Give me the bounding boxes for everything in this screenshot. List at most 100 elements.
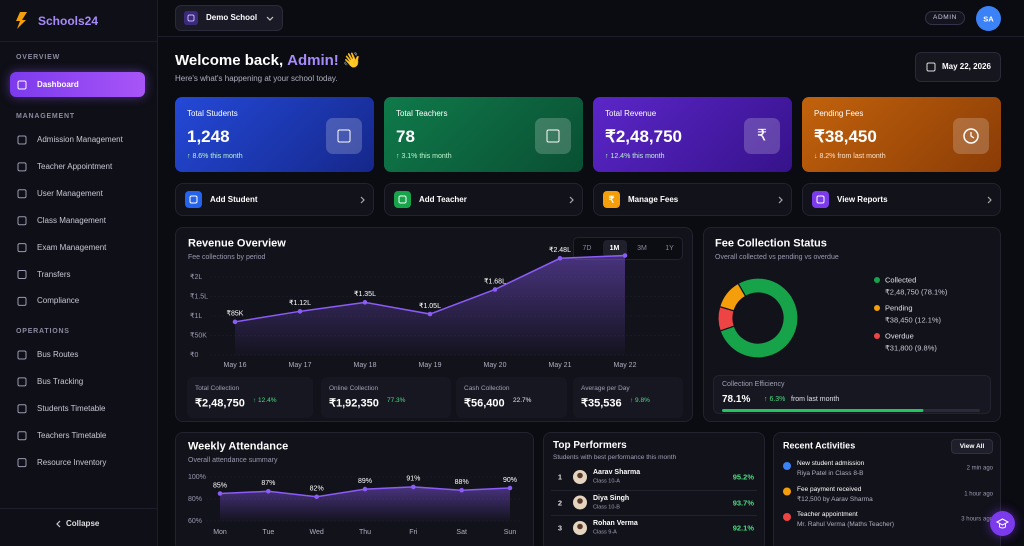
dropdown-icon	[266, 16, 274, 21]
action-label: View Reports	[837, 195, 888, 205]
stat-icon-box	[326, 118, 362, 154]
x-tick-label: Tue	[262, 529, 274, 536]
summary-box	[573, 377, 683, 418]
nav-item[interactable]: Class Management	[37, 215, 106, 225]
nav-item[interactable]: Resource Inventory	[37, 457, 107, 467]
summary-value: ₹2,48,750	[195, 397, 245, 410]
donut-segment	[717, 305, 736, 332]
section-title: OPERATIONS	[16, 327, 70, 335]
efficiency-value: 78.1%	[722, 394, 751, 405]
activity-detail: Mr. Rahul Verma (Maths Teacher)	[797, 521, 895, 529]
x-tick-label: Fri	[409, 529, 418, 536]
nav-item[interactable]: Teachers Timetable	[37, 430, 107, 440]
nav-item[interactable]: Bus Tracking	[37, 377, 84, 387]
topbar-divider	[158, 36, 1024, 37]
school-name: Demo School	[206, 13, 258, 23]
x-tick-label: May 20	[484, 362, 507, 369]
activity-detail: ₹12,500 by Aarav Sharma	[797, 495, 873, 503]
y-tick-label: ₹2L	[190, 273, 202, 281]
nav-item[interactable]: User Management	[37, 189, 103, 198]
student-class: Class 10-B	[593, 504, 620, 511]
data-label: 87%	[261, 480, 275, 487]
floating-button[interactable]	[990, 511, 1015, 536]
action-button[interactable]	[802, 183, 1001, 216]
nav-item-active[interactable]	[10, 72, 145, 97]
data-label: ₹1.05L	[419, 302, 441, 310]
period-tab[interactable]: 7D	[582, 244, 592, 252]
period-tab[interactable]: 3M	[637, 244, 647, 252]
nav-item[interactable]: Exam Management	[37, 242, 107, 252]
icon	[17, 296, 27, 306]
floating-icon	[995, 518, 1010, 529]
icon	[17, 135, 27, 145]
rank: 2	[557, 498, 563, 507]
summary-label: Online Collection	[329, 385, 379, 393]
avatar[interactable]	[976, 6, 1001, 31]
period-tab[interactable]: 1Y	[665, 244, 674, 252]
action-icon-box	[603, 191, 620, 208]
icon	[17, 80, 27, 90]
stat-title: Total Students	[187, 109, 238, 119]
view-all-label: View All	[959, 442, 985, 450]
action-label: Add Student	[210, 195, 258, 205]
avatar-initials: SA	[983, 14, 994, 23]
point	[459, 487, 464, 493]
view-all-button[interactable]	[951, 439, 993, 454]
icon	[398, 195, 407, 204]
data-label: 82%	[310, 486, 324, 493]
sidebar-divider	[0, 508, 158, 509]
legend-label: Pending	[885, 303, 913, 313]
x-tick-label: May 21	[549, 362, 572, 369]
student-class: Class 9-A	[593, 529, 617, 536]
stat-value: 78	[396, 126, 415, 146]
action-button[interactable]	[175, 183, 374, 216]
point	[314, 494, 319, 500]
nav-item[interactable]: Students Timetable	[37, 404, 106, 413]
stat-icon	[970, 132, 975, 139]
stat-change: ↑ 12.4% this month	[605, 152, 665, 160]
student-class: Class 10-A	[593, 478, 620, 485]
summary-box	[187, 377, 313, 418]
activity-time: 3 hours ago	[961, 516, 993, 523]
nav-item[interactable]: Compliance	[37, 296, 80, 306]
nav-item[interactable]: Bus Routes	[37, 350, 79, 360]
x-tick-label: Sun	[504, 529, 517, 536]
nav-item[interactable]: Transfers	[37, 269, 71, 279]
x-tick-label: May 17	[289, 362, 312, 369]
stat-value: ₹38,450	[814, 126, 877, 146]
student-score: 95.2%	[732, 472, 754, 482]
nav-item[interactable]: Dashboard	[37, 80, 79, 90]
collapse-button[interactable]: Collapse	[66, 519, 100, 529]
point	[362, 300, 368, 305]
action-button[interactable]	[593, 183, 792, 216]
panel-title: Recent Activities	[783, 440, 856, 451]
icon	[17, 431, 27, 441]
chevron-icon	[987, 196, 992, 204]
action-button[interactable]	[384, 183, 583, 216]
section-title: MANAGEMENT	[16, 112, 75, 120]
legend-label: Overdue	[885, 331, 914, 341]
y-tick-label: ₹0	[190, 351, 198, 359]
icon	[546, 129, 560, 143]
summary-label: Average per Day	[581, 385, 630, 393]
point	[622, 253, 628, 258]
period-tab[interactable]: 1M	[609, 244, 620, 252]
activity-detail: Riya Patel in Class 8-B	[797, 470, 864, 478]
nav-item[interactable]: Admission Management	[37, 135, 123, 145]
panel-subtitle: Students with best performance this mont…	[553, 454, 677, 462]
icon	[17, 377, 27, 387]
efficiency-label: Collection Efficiency	[722, 380, 785, 388]
y-tick-label: ₹50K	[190, 331, 207, 339]
summary-change: 77.3%	[387, 397, 406, 405]
area	[235, 255, 625, 355]
activity-icon	[783, 513, 791, 521]
panel-title: Top Performers	[553, 440, 627, 451]
icon	[189, 195, 198, 204]
summary-change: ↑ 9.8%	[630, 397, 650, 405]
point	[427, 311, 433, 317]
summary-value: ₹35,536	[581, 397, 622, 410]
y-tick-label: 100%	[188, 474, 206, 481]
student-name: Aarav Sharma	[593, 468, 641, 476]
nav-item[interactable]: Teacher Appointment	[37, 162, 113, 172]
